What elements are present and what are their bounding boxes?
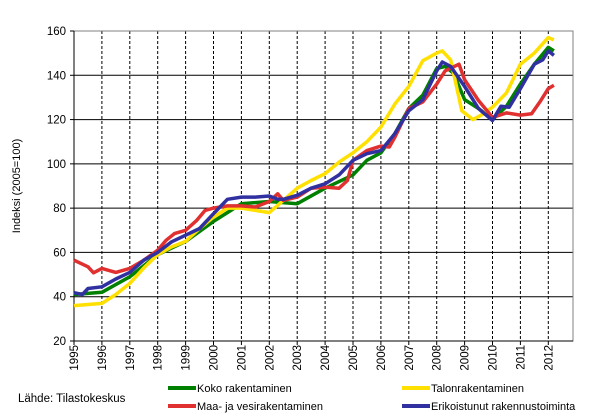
x-tick-label: 2000: [209, 345, 221, 371]
x-axis-ticks: 1995 1996 1997 1998 1999 2000 2001 2002 2003 2004…: [69, 340, 573, 371]
legend-label: Maa- ja vesirakentaminen: [197, 401, 323, 413]
y-tick-label: 80: [53, 203, 66, 215]
x-tick-label: 2004: [320, 344, 332, 370]
source-label: Lähde: Tilastokeskus: [18, 393, 126, 405]
x-tick-label: 2005: [348, 345, 360, 371]
x-tick-label: 1999: [181, 345, 193, 371]
y-tick-label: 100: [47, 159, 66, 171]
series-lines: [73, 35, 555, 308]
x-tick-label: 2012: [543, 345, 555, 371]
series-line-3: [73, 49, 555, 297]
legend-label: Talonrakentaminen: [431, 383, 524, 395]
x-tick-label: 2011: [515, 345, 527, 370]
x-tick-label: 2006: [376, 345, 388, 371]
x-tick-label: 2002: [264, 345, 276, 371]
x-tick-label: 2007: [404, 345, 416, 371]
legend-label: Erikoistunut rakennustoiminta: [431, 401, 576, 413]
y-tick-label: 120: [47, 115, 66, 127]
y-tick-label: 140: [47, 70, 66, 82]
x-tick-label: 1997: [125, 345, 137, 371]
x-tick-label: 1996: [97, 345, 109, 371]
y-tick-label: 160: [47, 26, 66, 38]
series-line-1: [73, 35, 555, 308]
x-tick-label: 1998: [153, 345, 165, 371]
y-axis-ticks: 20 40 60 80 100 120 140 160: [47, 26, 75, 348]
x-tick-label: 1995: [69, 345, 81, 371]
y-tick-label: 60: [53, 247, 66, 259]
legend-label: Koko rakentaminen: [197, 383, 292, 395]
x-tick-label: 2003: [292, 345, 304, 371]
y-axis-label: Indeksi (2005=100): [11, 139, 23, 233]
legend: Koko rakentaminen Talonrakentaminen Maa- j…: [168, 383, 576, 413]
y-tick-label: 20: [53, 336, 66, 348]
y-tick-label: 40: [53, 292, 66, 304]
x-tick-label: 2008: [432, 345, 444, 371]
gridlines: [74, 31, 573, 341]
x-tick-label: 2010: [488, 345, 500, 371]
x-tick-label: 2001: [236, 345, 248, 371]
x-tick-label: 2009: [460, 345, 472, 371]
series-line-2: [73, 62, 555, 275]
